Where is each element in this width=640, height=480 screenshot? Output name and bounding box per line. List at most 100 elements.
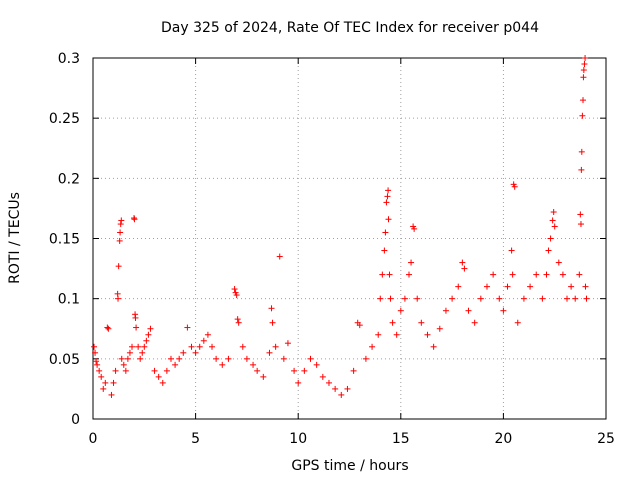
data-point <box>260 373 267 380</box>
data-point <box>266 349 273 356</box>
data-point <box>581 61 588 68</box>
data-point <box>102 379 109 386</box>
y-tick-label: 0.3 <box>58 51 80 67</box>
data-point <box>151 367 158 374</box>
data-point <box>196 343 203 350</box>
data-point <box>124 355 131 362</box>
data-point <box>449 295 456 302</box>
data-point <box>356 322 363 329</box>
data-point <box>118 355 125 362</box>
data-point <box>139 349 146 356</box>
data-point <box>120 361 127 368</box>
data-point <box>539 295 546 302</box>
data-point <box>577 211 584 218</box>
data-point <box>116 237 123 244</box>
data-point <box>276 253 283 260</box>
data-point <box>555 259 562 266</box>
data-point <box>204 331 211 338</box>
data-point <box>250 361 257 368</box>
data-point <box>344 385 351 392</box>
data-point <box>192 349 199 356</box>
data-point <box>159 379 166 386</box>
data-point <box>112 367 119 374</box>
data-point <box>381 247 388 254</box>
data-point <box>132 314 139 321</box>
data-point <box>580 97 587 104</box>
data-point <box>98 373 105 380</box>
data-point <box>500 307 507 314</box>
data-point <box>117 221 124 228</box>
data-point <box>200 337 207 344</box>
data-point <box>319 373 326 380</box>
data-point <box>141 343 148 350</box>
data-point <box>147 325 154 332</box>
data-point <box>572 295 579 302</box>
data-point <box>133 324 140 331</box>
data-point <box>527 283 534 290</box>
data-point <box>209 343 216 350</box>
y-tick-label: 0 <box>71 412 80 428</box>
data-point <box>514 319 521 326</box>
data-point <box>385 187 392 194</box>
data-point <box>430 343 437 350</box>
data-point <box>325 379 332 386</box>
data-point <box>280 355 287 362</box>
data-point <box>408 259 415 266</box>
data-point <box>504 283 511 290</box>
data-point <box>332 385 339 392</box>
data-point <box>155 373 162 380</box>
data-point <box>180 349 187 356</box>
data-point <box>172 361 179 368</box>
data-point <box>511 183 518 190</box>
data-point <box>269 319 276 326</box>
data-point <box>459 259 466 266</box>
data-point <box>386 271 393 278</box>
data-point <box>582 283 589 290</box>
data-point <box>483 283 490 290</box>
data-point <box>105 325 112 332</box>
y-tick-label: 0.1 <box>58 292 80 308</box>
data-point <box>163 367 170 374</box>
data-point <box>397 307 404 314</box>
data-point <box>377 295 384 302</box>
data-point <box>549 217 556 224</box>
data-point <box>389 319 396 326</box>
data-series-roti <box>91 55 590 398</box>
data-point <box>550 209 557 216</box>
data-point <box>520 295 527 302</box>
data-point <box>94 361 101 368</box>
data-point <box>100 385 107 392</box>
data-point <box>131 216 138 223</box>
data-point <box>379 271 386 278</box>
data-point <box>576 271 583 278</box>
data-point <box>93 358 100 365</box>
data-point <box>301 367 308 374</box>
data-point <box>91 343 98 350</box>
data-point <box>145 331 152 338</box>
data-point <box>118 217 125 224</box>
data-point <box>547 235 554 242</box>
data-point <box>239 343 246 350</box>
data-point <box>375 331 382 338</box>
data-point <box>219 361 226 368</box>
y-tick-label: 0.05 <box>49 352 80 368</box>
data-point <box>362 355 369 362</box>
data-point <box>582 55 589 61</box>
data-point <box>291 367 298 374</box>
x-tick-label: 15 <box>392 431 410 447</box>
data-point <box>143 337 150 344</box>
data-point <box>559 271 566 278</box>
data-point <box>382 229 389 236</box>
data-point <box>231 286 238 293</box>
data-point <box>533 271 540 278</box>
data-point <box>243 355 250 362</box>
y-axis: 0 0.05 0.1 0.15 0.2 0.25 0.3 <box>49 51 606 428</box>
data-point <box>545 247 552 254</box>
data-point <box>96 367 103 374</box>
chart-title: Day 325 of 2024, Rate Of TEC Index for r… <box>161 20 539 36</box>
data-point <box>110 379 117 386</box>
data-point <box>490 271 497 278</box>
data-point <box>583 295 590 302</box>
data-point <box>455 283 462 290</box>
data-point <box>411 225 418 232</box>
